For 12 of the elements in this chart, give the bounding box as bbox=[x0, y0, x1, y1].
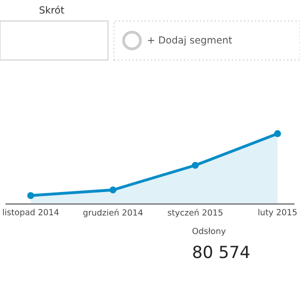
text: Skrót bbox=[40, 6, 64, 14]
text: + Dodaj segment bbox=[148, 36, 232, 46]
text: Odsłony bbox=[192, 228, 226, 236]
text: 80 574 bbox=[193, 246, 250, 258]
x-tick-label: grudzień 2014 bbox=[83, 208, 143, 218]
point bbox=[110, 186, 116, 194]
x-tick-label: luty 2015 bbox=[258, 208, 297, 217]
x-tick-label: styczeń 2015 bbox=[168, 208, 222, 218]
point bbox=[192, 162, 199, 169]
point bbox=[274, 130, 282, 138]
x-tick-label: listopad 2014 bbox=[3, 208, 59, 217]
point bbox=[27, 192, 34, 200]
